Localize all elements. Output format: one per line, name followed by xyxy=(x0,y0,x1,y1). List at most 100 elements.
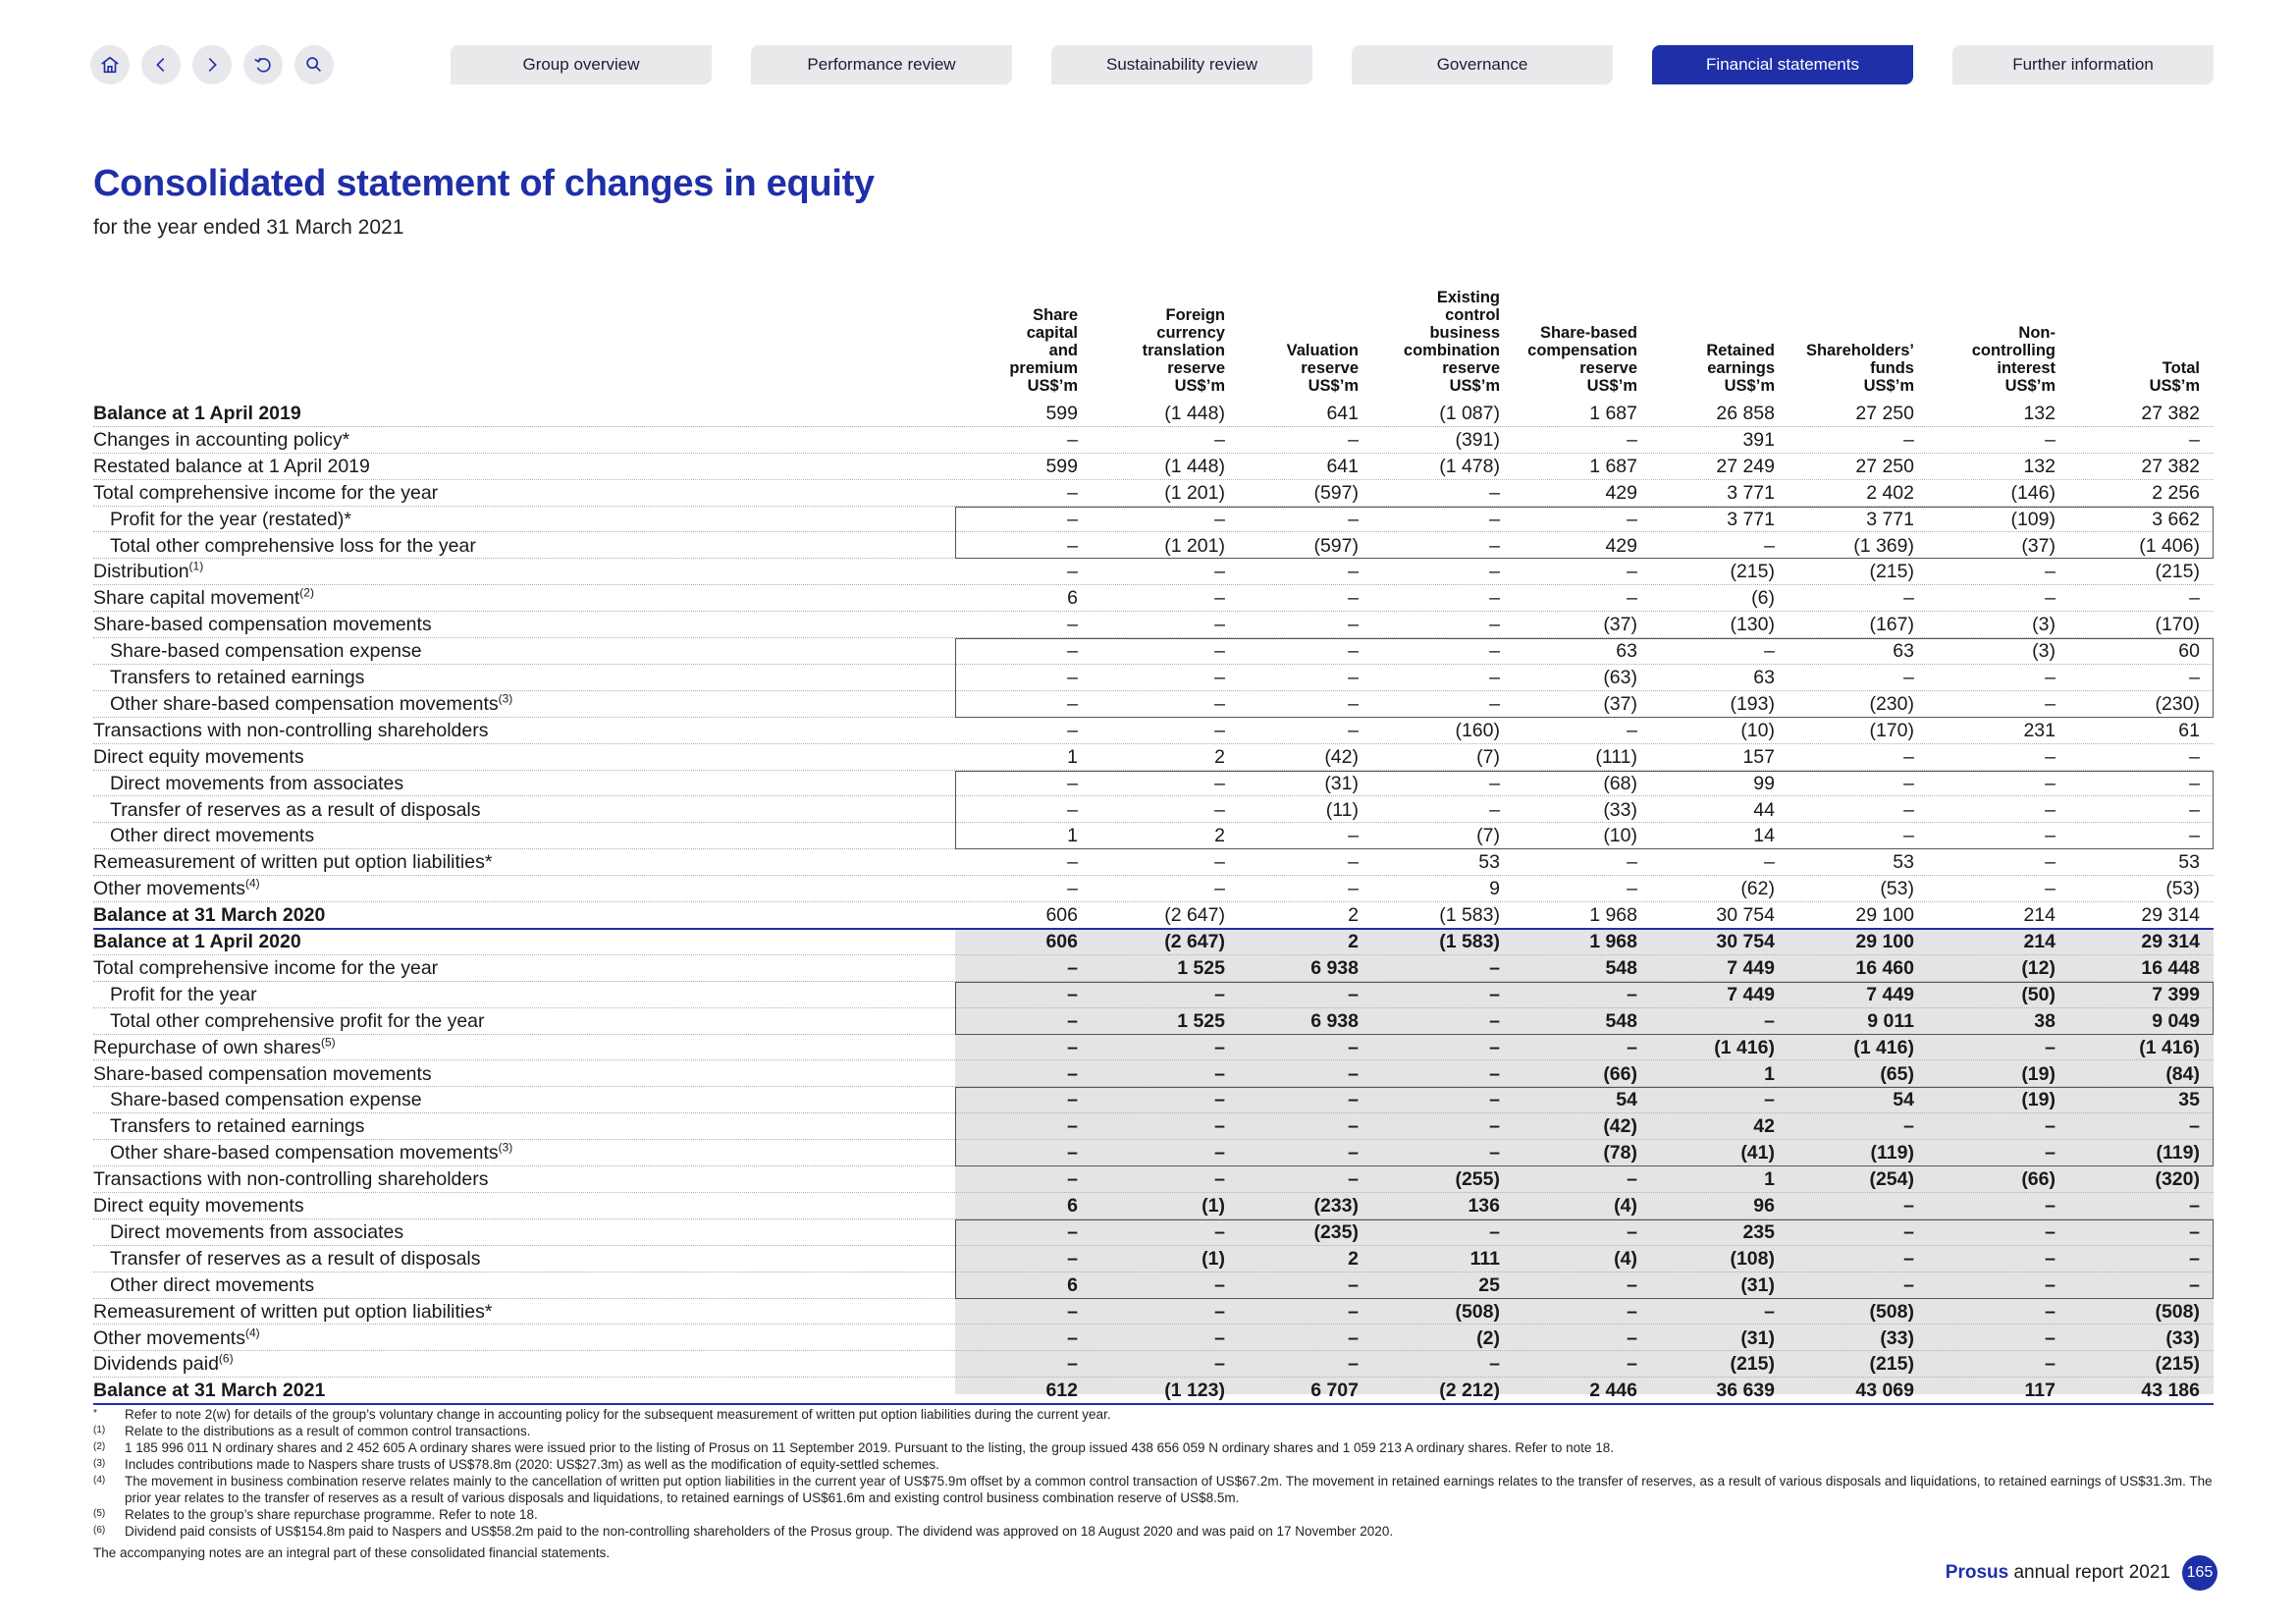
table-row: Share capital movement(2) 6 – – – – (6) – – – xyxy=(0,585,2296,613)
tab-further-information[interactable]: Further information xyxy=(1952,45,2214,84)
back-icon[interactable] xyxy=(141,45,181,84)
table-row: Share-based compensation expense – – – – 63 – 6… xyxy=(0,638,2296,665)
cell-value: 2 xyxy=(1214,825,1225,847)
cell-value: (37) xyxy=(1603,614,1637,636)
cell-value: – xyxy=(2045,692,2056,715)
table-row: Direct equity movements 1 2 (42) (7) (111) 157… xyxy=(0,744,2296,771)
cell-value: – xyxy=(1214,1326,1225,1349)
cell-value: – xyxy=(1489,561,1500,583)
table-row: Profit for the year – – – – – 7 449 7 449 (50) 7 … xyxy=(0,982,2296,1008)
undo-icon[interactable] xyxy=(243,45,283,84)
tab-financial-statements[interactable]: Financial statements xyxy=(1652,45,1913,84)
cell-value: (33) xyxy=(1880,1326,1914,1349)
tab-governance[interactable]: Governance xyxy=(1352,45,1613,84)
cell-value: – xyxy=(1489,1115,1500,1138)
cell-value: (1 448) xyxy=(1164,455,1225,477)
cell-value: 16 448 xyxy=(2141,956,2200,979)
cell-value: 2 xyxy=(1348,931,1359,952)
row-label: Profit for the year xyxy=(110,983,257,1005)
tab-performance-review[interactable]: Performance review xyxy=(751,45,1012,84)
cell-value: (1 583) xyxy=(1439,931,1500,952)
cell-value: – xyxy=(1627,1036,1637,1058)
cell-value: – xyxy=(1214,1089,1225,1111)
footnote-mark: (2) xyxy=(93,1441,106,1452)
cell-value: 30 754 xyxy=(1716,904,1775,927)
footnote-mark: (4) xyxy=(93,1475,106,1486)
cell-value: 99 xyxy=(1753,772,1775,794)
footnotes: * Refer to note 2(w) for details of the g… xyxy=(93,1406,2214,1540)
cell-value: – xyxy=(1214,1353,1225,1376)
row-label: Transfers to retained earnings xyxy=(110,1115,365,1138)
row-label: Balance at 31 March 2021 xyxy=(93,1380,326,1402)
cell-value: 606 xyxy=(1045,931,1078,952)
cell-value: – xyxy=(2189,667,2200,688)
cell-value: – xyxy=(1067,983,1078,1005)
table-row: Total comprehensive income for the year –… xyxy=(0,955,2296,982)
cell-value: – xyxy=(2045,1353,2056,1376)
cell-value: (53) xyxy=(1880,878,1914,900)
cell-value: – xyxy=(1903,772,1914,794)
cell-value: – xyxy=(1067,719,1078,741)
cell-value: 9 011 xyxy=(1867,1009,1914,1032)
forward-icon[interactable] xyxy=(192,45,232,84)
cell-value: 54 xyxy=(1616,1089,1637,1111)
cell-value: – xyxy=(1348,825,1359,847)
tab-sustainability-review[interactable]: Sustainability review xyxy=(1051,45,1312,84)
row-label: Share-based compensation expense xyxy=(110,640,422,663)
footnote-ref: (2) xyxy=(299,585,314,600)
cell-value: – xyxy=(1214,561,1225,583)
row-label: Dividends paid(6) xyxy=(93,1351,234,1376)
row-label: Total comprehensive income for the year xyxy=(93,481,439,504)
row-label: Transfers to retained earnings xyxy=(110,667,365,688)
home-icon[interactable] xyxy=(90,45,130,84)
search-icon[interactable] xyxy=(294,45,334,84)
cell-value: – xyxy=(1067,508,1078,530)
row-label: Transfer of reserves as a result of disp… xyxy=(110,798,481,821)
cell-value: (3) xyxy=(2032,640,2056,663)
cell-value: (1 478) xyxy=(1439,455,1500,477)
cell-value: (233) xyxy=(1313,1195,1359,1217)
cell-value: 1 xyxy=(1764,1168,1775,1191)
table-row: Remeasurement of written put option liab… xyxy=(0,1299,2296,1326)
cell-value: 27 382 xyxy=(2141,403,2200,424)
cell-value: (1 406) xyxy=(2139,534,2200,557)
cell-value: (215) xyxy=(2155,1353,2200,1376)
column-header: Foreign currency translation reserve US$… xyxy=(1142,306,1225,395)
cell-value: 391 xyxy=(1742,428,1775,451)
cell-value: – xyxy=(2045,1273,2056,1296)
cell-value: – xyxy=(2189,1195,2200,1217)
cell-value: (170) xyxy=(1869,719,1914,741)
footnote-mark: (6) xyxy=(93,1525,106,1536)
footnote: (6) Dividend paid consists of US$154.8m p… xyxy=(93,1523,2214,1540)
cell-value: – xyxy=(2189,1247,2200,1270)
cell-value: 38 xyxy=(2034,1009,2056,1032)
cell-value: (167) xyxy=(1869,614,1914,636)
footnote-ref: (3) xyxy=(498,1140,513,1155)
cell-value: (42) xyxy=(1324,745,1359,768)
cell-value: (111) xyxy=(1595,745,1637,768)
cell-value: 136 xyxy=(1468,1195,1500,1217)
cell-value: 7 449 xyxy=(1727,956,1775,979)
cell-value: (215) xyxy=(1869,1353,1914,1376)
cell-value: – xyxy=(1348,587,1359,610)
cell-value: 6 xyxy=(1067,1195,1078,1217)
cell-value: – xyxy=(1903,587,1914,610)
cell-value: 14 xyxy=(1753,825,1775,847)
cell-value: – xyxy=(1627,851,1637,874)
cell-value: 6 xyxy=(1067,1273,1078,1296)
cell-value: 2 xyxy=(1348,904,1359,927)
cell-value: (31) xyxy=(1740,1326,1775,1349)
column-headers: Share capital and premium US$’m Foreign c… xyxy=(0,279,2296,395)
cell-value: (37) xyxy=(1603,692,1637,715)
row-label: Changes in accounting policy* xyxy=(93,428,350,451)
table-row: Other direct movements 1 2 – (7) (10) 14 – – – xyxy=(0,823,2296,850)
cell-value: (320) xyxy=(2155,1168,2200,1191)
cell-value: (31) xyxy=(1324,772,1359,794)
cell-value: 214 xyxy=(2023,904,2056,927)
cell-value: (31) xyxy=(1740,1273,1775,1296)
cell-value: (2 212) xyxy=(1439,1380,1500,1402)
tab-group-overview[interactable]: Group overview xyxy=(451,45,712,84)
column-header: Retained earnings US$’m xyxy=(1706,342,1775,395)
cell-value: – xyxy=(2045,1300,2056,1323)
cell-value: – xyxy=(1348,692,1359,715)
